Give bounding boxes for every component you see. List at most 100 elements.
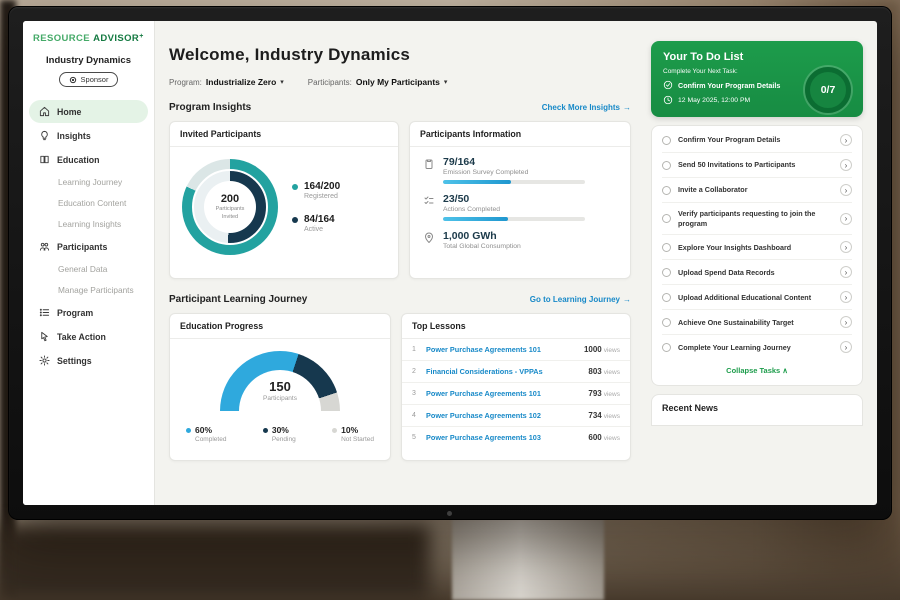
- chevron-right-icon[interactable]: ›: [840, 241, 852, 254]
- info-progress-track: [443, 180, 585, 184]
- task-label: Achieve One Sustainability Target: [678, 317, 794, 327]
- task-checkbox[interactable]: [662, 317, 671, 327]
- chevron-right-icon[interactable]: ›: [840, 341, 852, 354]
- task-list-card: Confirm Your Program Details › Send 50 I…: [651, 125, 863, 387]
- sidebar-item-general-data[interactable]: General Data: [29, 259, 148, 279]
- chevron-right-icon[interactable]: ›: [840, 212, 852, 225]
- chevron-right-icon[interactable]: ›: [840, 291, 852, 304]
- info-progress-track: [443, 217, 585, 221]
- sidebar-item-learning-journey[interactable]: Learning Journey: [29, 172, 148, 192]
- arrow-right-icon: →: [623, 103, 631, 112]
- task-row[interactable]: Verify participants requesting to join t…: [662, 203, 852, 236]
- lesson-row[interactable]: 5 Power Purchase Agreements 103 600 views: [402, 427, 630, 448]
- top-lessons-card: Top Lessons 1 Power Purchase Agreements …: [401, 313, 631, 461]
- page-title: Welcome, Industry Dynamics: [169, 45, 411, 64]
- task-label: Upload Additional Educational Content: [678, 292, 812, 302]
- caret-down-icon: ▾: [443, 79, 448, 86]
- todo-date-label: 12 May 2025, 12:00 PM: [678, 96, 751, 104]
- sponsor-badge[interactable]: Sponsor: [58, 72, 119, 87]
- task-checkbox[interactable]: [662, 342, 671, 352]
- checklist-icon: [422, 195, 435, 221]
- task-row[interactable]: Upload Spend Data Records ›: [662, 260, 852, 286]
- book-icon: [39, 154, 50, 165]
- sidebar-item-label: Take Action: [57, 331, 106, 342]
- task-checkbox[interactable]: [662, 242, 671, 252]
- sidebar-item-home[interactable]: Home: [29, 100, 148, 123]
- sidebar-item-insights[interactable]: Insights: [29, 124, 148, 147]
- participants-filter[interactable]: Participants: Only My Participants ▾: [308, 77, 448, 87]
- legend-item-completed: 60% Completed: [186, 425, 226, 443]
- lesson-row[interactable]: 3 Power Purchase Agreements 101 793 views: [402, 383, 630, 405]
- invited-participants-card: Invited Participants 200 Participants In…: [169, 121, 399, 279]
- legend-dot-teal: [292, 184, 298, 190]
- home-icon: [39, 106, 50, 117]
- gauge-center-label: Participants: [263, 395, 297, 402]
- sidebar-item-education-content[interactable]: Education Content: [29, 193, 148, 213]
- collapse-label: Collapse Tasks: [726, 366, 781, 376]
- task-checkbox[interactable]: [662, 267, 671, 277]
- program-insights-header: Program Insights Check More Insights →: [169, 102, 631, 113]
- logo-plus: +: [139, 33, 144, 40]
- desk-shadow: [0, 525, 430, 600]
- sidebar-item-label: Education Content: [58, 198, 127, 208]
- task-label: Complete Your Learning Journey: [678, 342, 791, 352]
- monitor-bezel: RESOURCE ADVISOR+ Industry Dynamics Spon…: [8, 6, 892, 520]
- task-row[interactable]: Upload Additional Educational Content ›: [662, 285, 852, 311]
- legend-item-not-started: 10% Not Started: [332, 425, 374, 443]
- sidebar-item-program[interactable]: Program: [29, 301, 148, 324]
- task-row[interactable]: Achieve One Sustainability Target ›: [662, 310, 852, 336]
- task-checkbox[interactable]: [662, 160, 671, 170]
- task-checkbox[interactable]: [662, 292, 671, 302]
- main-area: Welcome, Industry Dynamics Program: Indu…: [155, 21, 877, 505]
- task-row[interactable]: Send 50 Invitations to Participants ›: [662, 153, 852, 178]
- task-label: Upload Spend Data Records: [678, 267, 775, 277]
- lesson-link[interactable]: Financial Considerations - VPPAs: [426, 367, 543, 376]
- lesson-link[interactable]: Power Purchase Agreements 102: [426, 411, 541, 420]
- chevron-right-icon[interactable]: ›: [840, 266, 852, 279]
- views-suffix: views: [603, 391, 620, 398]
- sidebar-item-education[interactable]: Education: [29, 148, 148, 171]
- lesson-link[interactable]: Power Purchase Agreements 101: [426, 389, 541, 398]
- lesson-views: 793: [588, 389, 602, 398]
- legend-dot-navy: [262, 428, 268, 433]
- task-row[interactable]: Invite a Collaborator ›: [662, 178, 852, 203]
- app-logo[interactable]: RESOURCE ADVISOR+: [23, 21, 154, 44]
- recent-news-title: Recent News: [662, 403, 719, 414]
- legend-item-registered: 164/200 Registered: [292, 181, 340, 200]
- lesson-row[interactable]: 2 Financial Considerations - VPPAs 803 vi…: [402, 361, 630, 383]
- lesson-rank: 5: [412, 434, 416, 441]
- task-checkbox[interactable]: [662, 214, 671, 224]
- legend-dot-blue: [186, 428, 191, 433]
- sidebar-item-learning-insights[interactable]: Learning Insights: [29, 214, 148, 234]
- sidebar-nav: Home Insights Education Learning Journey…: [23, 100, 154, 372]
- sidebar-item-take-action[interactable]: Take Action: [29, 325, 148, 348]
- info-row-actions: 23/50 Actions Completed: [410, 184, 630, 221]
- task-row[interactable]: Confirm Your Program Details ›: [662, 128, 852, 153]
- lesson-link[interactable]: Power Purchase Agreements 103: [426, 433, 541, 442]
- lesson-row[interactable]: 4 Power Purchase Agreements 102 734 views: [402, 405, 630, 427]
- sidebar-item-settings[interactable]: Settings: [29, 349, 148, 372]
- todo-next-task[interactable]: Confirm Your Program Details: [663, 80, 805, 90]
- program-filter[interactable]: Program: Industrialize Zero ▾: [169, 77, 284, 87]
- go-to-learning-journey-link[interactable]: Go to Learning Journey →: [530, 295, 631, 304]
- chevron-right-icon[interactable]: ›: [840, 184, 852, 196]
- task-checkbox[interactable]: [662, 185, 671, 195]
- chevron-right-icon[interactable]: ›: [840, 159, 852, 171]
- task-row[interactable]: Explore Your Insights Dashboard ›: [662, 235, 852, 261]
- education-gauge-wrap: 150 Participants: [220, 351, 340, 413]
- lesson-row[interactable]: 1 Power Purchase Agreements 101 1000 view…: [402, 339, 630, 361]
- monitor-stand: [452, 518, 604, 600]
- task-row[interactable]: Complete Your Learning Journey ›: [662, 335, 852, 359]
- card-title: Participants Information: [410, 122, 630, 147]
- recent-news-card[interactable]: Recent News: [651, 394, 863, 427]
- lesson-link[interactable]: Power Purchase Agreements 101: [426, 345, 541, 354]
- check-more-insights-link[interactable]: Check More Insights →: [542, 103, 631, 112]
- task-checkbox[interactable]: [662, 135, 671, 145]
- sidebar-item-label: Home: [57, 106, 82, 117]
- sidebar-item-participants[interactable]: Participants: [29, 235, 148, 258]
- gear-icon: [39, 355, 50, 366]
- chevron-right-icon[interactable]: ›: [840, 134, 852, 146]
- sidebar-item-manage-participants[interactable]: Manage Participants: [29, 280, 148, 300]
- chevron-right-icon[interactable]: ›: [840, 316, 852, 329]
- collapse-tasks-link[interactable]: Collapse Tasks ∧: [662, 359, 852, 383]
